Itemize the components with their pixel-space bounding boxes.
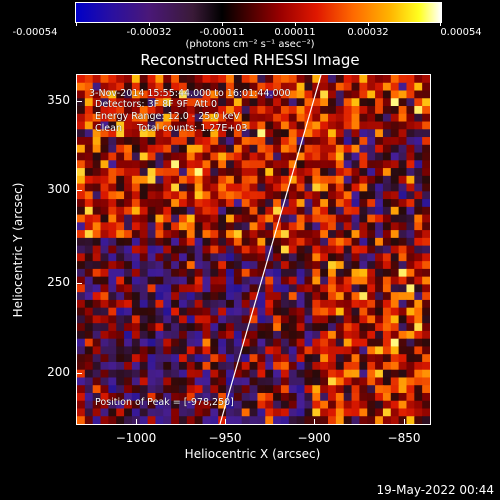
- colorbar-tick-label: 0.00054: [440, 27, 482, 38]
- info-peak-position: Position of Peak = [-978,250]: [95, 397, 234, 408]
- limb-line: [219, 75, 322, 424]
- colorbar-tick: [222, 22, 223, 26]
- colorbar: [75, 2, 442, 23]
- info-time: 3-Nov-2014 15:55:44.000 to 16:01:44.000: [89, 88, 291, 99]
- solar-limb-line: [219, 75, 322, 424]
- info-energy: Energy Range: 12.0 - 25.0 keV: [95, 111, 240, 122]
- y-tick-label: 200: [47, 365, 70, 379]
- colorbar-tick: [295, 22, 296, 26]
- colorbar-tick: [368, 22, 369, 26]
- colorbar-tick: [440, 22, 441, 26]
- x-tick-label: −1000: [115, 431, 157, 445]
- x-tick: [136, 419, 137, 424]
- y-tick: [77, 283, 82, 284]
- y-axis-title: Heliocentric Y (arcsec): [11, 182, 25, 318]
- colorbar-tick-label: -0.00011: [199, 27, 245, 38]
- colorbar-tick-label: 0.00011: [274, 27, 316, 38]
- colorbar-tick-label: -0.00032: [126, 27, 172, 38]
- y-tick-label: 300: [47, 182, 70, 196]
- info-detectors: Detectors: 3F 8F 9F Att 0: [95, 99, 218, 110]
- heatmap-cells: [77, 75, 430, 424]
- y-tick-label: 250: [47, 275, 70, 289]
- x-axis-title: Heliocentric X (arcsec): [184, 447, 321, 461]
- x-tick: [404, 419, 405, 424]
- x-tick: [314, 419, 315, 424]
- x-tick-label: −900: [297, 431, 331, 445]
- colorbar-tick-label: -0.00054: [12, 27, 58, 38]
- colorbar-tick: [76, 22, 77, 26]
- footer-date: 19-May-2022 00:44: [376, 483, 494, 497]
- x-tick: [225, 419, 226, 424]
- plot-title: Reconstructed RHESSI Image: [140, 51, 360, 69]
- image-plot: 3-Nov-2014 15:55:44.000 to 16:01:44.000 …: [76, 74, 431, 425]
- colorbar-tick: [149, 22, 150, 26]
- info-clean: Clean Total counts: 1.27E+03: [95, 123, 248, 134]
- x-tick-label: −850: [387, 431, 421, 445]
- colorbar-tick-label: 0.00032: [347, 27, 389, 38]
- y-tick: [77, 101, 82, 102]
- y-tick: [77, 190, 82, 191]
- x-tick-label: −950: [208, 431, 242, 445]
- heatmap-image: [77, 75, 430, 424]
- colorbar-units: (photons cm⁻² s⁻¹ asec⁻²): [185, 39, 315, 50]
- y-tick: [77, 373, 82, 374]
- y-tick-label: 350: [47, 93, 70, 107]
